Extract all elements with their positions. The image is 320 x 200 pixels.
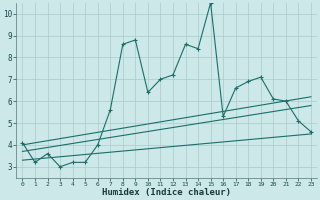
X-axis label: Humidex (Indice chaleur): Humidex (Indice chaleur) (102, 188, 231, 197)
